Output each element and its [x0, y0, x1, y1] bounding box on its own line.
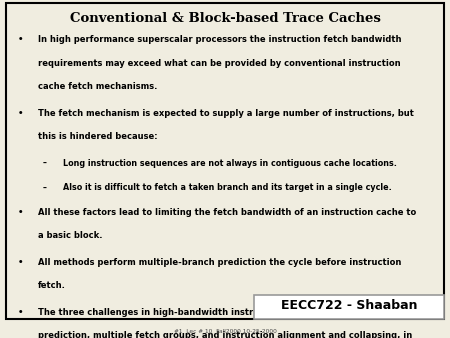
- Text: In high performance superscalar processors the instruction fetch bandwidth: In high performance superscalar processo…: [38, 35, 402, 45]
- Text: cache fetch mechanisms.: cache fetch mechanisms.: [38, 82, 158, 91]
- Text: #1  Lec # 10  Fall2000 10-25-2000: #1 Lec # 10 Fall2000 10-25-2000: [174, 329, 276, 334]
- Text: The three challenges in high-bandwidth instruction fetching: multiple-branch: The three challenges in high-bandwidth i…: [38, 308, 408, 317]
- Text: Long instruction sequences are not always in contiguous cache locations.: Long instruction sequences are not alway…: [63, 159, 397, 168]
- Text: this is hindered because:: this is hindered because:: [38, 132, 158, 141]
- Text: The fetch mechanism is expected to supply a large number of instructions, but: The fetch mechanism is expected to suppl…: [38, 109, 414, 118]
- Text: Also it is difficult to fetch a taken branch and its target in a single cycle.: Also it is difficult to fetch a taken br…: [63, 184, 392, 192]
- Text: –: –: [43, 159, 47, 168]
- Text: –: –: [43, 184, 47, 192]
- FancyBboxPatch shape: [254, 295, 444, 319]
- Text: •: •: [18, 109, 23, 118]
- Text: Conventional & Block-based Trace Caches: Conventional & Block-based Trace Caches: [70, 12, 380, 25]
- FancyBboxPatch shape: [6, 3, 444, 319]
- Text: requirements may exceed what can be provided by conventional instruction: requirements may exceed what can be prov…: [38, 59, 401, 68]
- Text: EECC722 - Shaaban: EECC722 - Shaaban: [281, 299, 418, 312]
- Text: All methods perform multiple-branch prediction the cycle before instruction: All methods perform multiple-branch pred…: [38, 258, 401, 267]
- Text: •: •: [18, 208, 23, 217]
- Text: prediction, multiple fetch groups, and instruction alignment and collapsing, in: prediction, multiple fetch groups, and i…: [38, 331, 413, 338]
- Text: •: •: [18, 308, 23, 317]
- Text: •: •: [18, 258, 23, 267]
- Text: fetch.: fetch.: [38, 281, 66, 290]
- Text: a basic block.: a basic block.: [38, 231, 103, 240]
- Text: All these factors lead to limiting the fetch bandwidth of an instruction cache t: All these factors lead to limiting the f…: [38, 208, 417, 217]
- Text: •: •: [18, 35, 23, 45]
